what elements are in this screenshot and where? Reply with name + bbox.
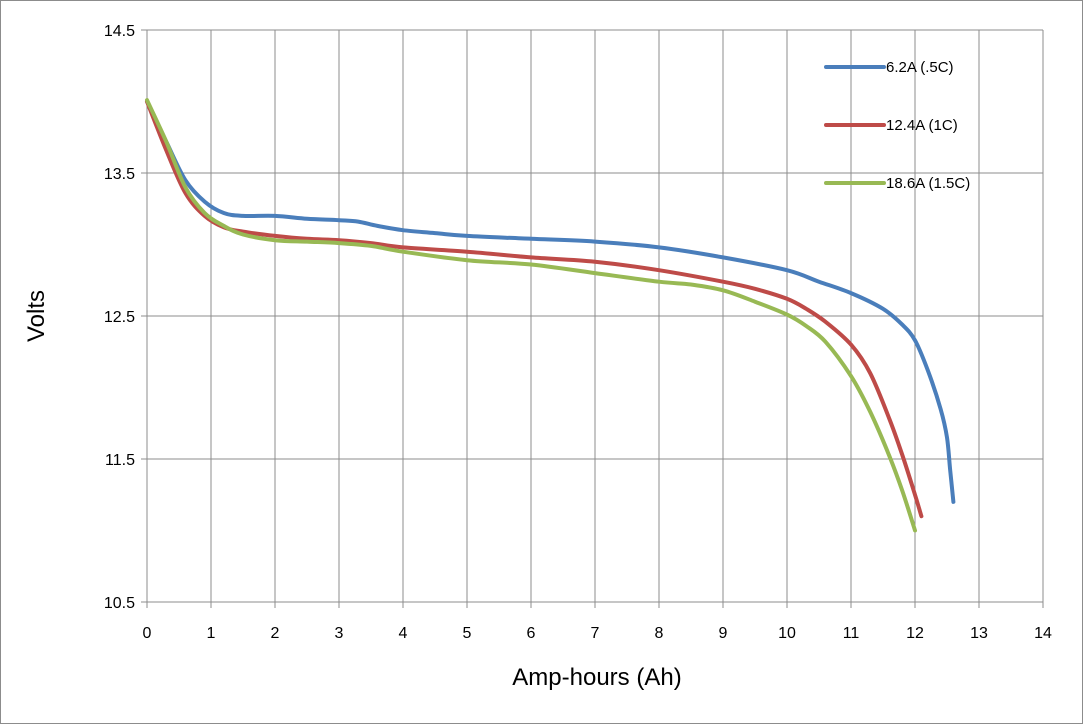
series-lines — [145, 98, 956, 533]
x-tick-labels: 0 1 2 3 4 5 6 7 8 9 10 11 12 13 14 — [143, 625, 1052, 642]
legend-label: 6.2A (.5C) — [886, 59, 954, 76]
legend-label: 12.4A (1C) — [886, 117, 958, 134]
x-tick-label: 9 — [719, 625, 728, 642]
x-tick-label: 7 — [591, 625, 600, 642]
x-axis-title: Amp-hours (Ah) — [512, 664, 681, 691]
y-tick-label: 14.5 — [104, 23, 135, 40]
x-tick-label: 0 — [143, 625, 152, 642]
x-tick-label: 13 — [970, 625, 988, 642]
legend-label: 18.6A (1.5C) — [886, 175, 970, 192]
x-tick-label: 4 — [399, 625, 408, 642]
series-line-2 — [145, 99, 924, 519]
x-tick-label: 12 — [906, 625, 924, 642]
series-line-1 — [145, 99, 956, 504]
y-tick-label: 10.5 — [104, 595, 135, 612]
y-tick-label: 11.5 — [105, 452, 135, 469]
x-tick-label: 14 — [1034, 625, 1052, 642]
x-tick-label: 10 — [778, 625, 796, 642]
y-tick-label: 12.5 — [104, 309, 135, 326]
y-tick-label: 13.5 — [104, 166, 135, 183]
x-tick-label: 6 — [527, 625, 536, 642]
x-tick-label: 3 — [335, 625, 344, 642]
x-tick-label: 8 — [655, 625, 664, 642]
y-axis-title: Volts — [23, 290, 50, 342]
x-tick-label: 2 — [271, 625, 280, 642]
axes — [141, 29, 1044, 608]
legend: 6.2A (.5C) 12.4A (1C) 18.6A (1.5C) — [824, 59, 970, 192]
y-tick-labels: 10.5 11.5 12.5 13.5 14.5 — [104, 23, 135, 612]
x-tick-label: 5 — [463, 625, 472, 642]
x-tick-label: 11 — [843, 625, 860, 642]
series-line-3 — [145, 98, 917, 533]
x-tick-label: 1 — [207, 625, 216, 642]
